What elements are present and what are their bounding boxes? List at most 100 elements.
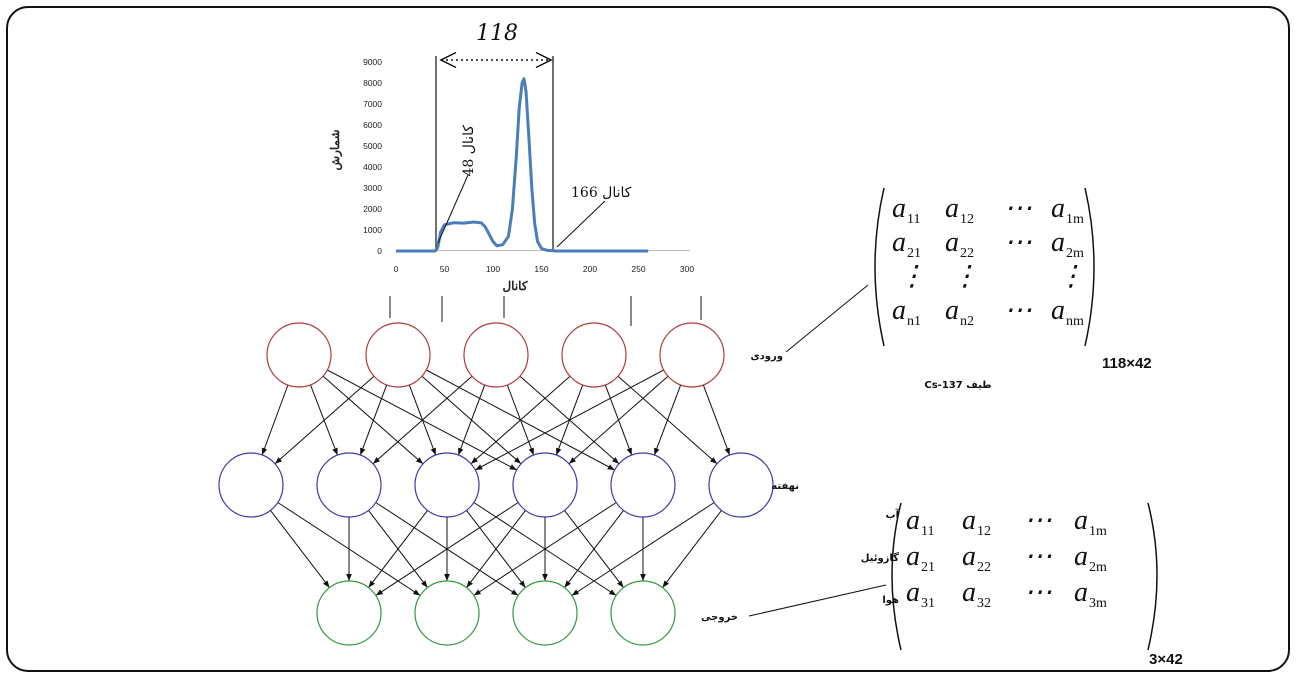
matrix-element: a1m — [1074, 505, 1107, 539]
output-node — [414, 580, 480, 646]
output-row-labels: آب گازوئیل هوا — [861, 508, 900, 606]
output-matrix-dimension: 3×42 — [1149, 651, 1183, 668]
y-tick-label: 2000 — [363, 204, 382, 214]
matrix-element: a12 — [945, 193, 974, 227]
input-layer-label: ورودی — [751, 351, 784, 362]
input-matrix-right-paren — [1084, 187, 1095, 347]
output-node — [512, 580, 578, 646]
y-tick-label: 6000 — [363, 120, 382, 130]
spectrum-chart: 118 010002000300040005000600070008000900… — [328, 21, 694, 293]
connection-arrow — [368, 510, 428, 588]
input-node — [266, 322, 332, 388]
y-axis-label: شمارش — [328, 129, 343, 170]
matrix-element: ⋯ — [1004, 193, 1032, 224]
input-node — [463, 322, 529, 388]
network-connections — [261, 369, 731, 596]
x-tick-label: 150 — [534, 264, 548, 274]
hidden-node — [610, 452, 676, 518]
matrix-element: a11 — [892, 193, 920, 227]
channel-48-pointer — [437, 174, 469, 244]
y-tick-label: 8000 — [363, 78, 382, 88]
hidden-node — [316, 452, 382, 518]
connection-arrow — [359, 384, 388, 456]
matrix-element: ⋯ — [1004, 227, 1032, 258]
connection-arrow — [564, 510, 624, 588]
output-row-label: آب — [886, 508, 900, 521]
output-matrix-cells: a11 a12 ⋯ a1m a21 a22 ⋯ a2m a31 a32 ⋯ a3m — [906, 505, 1107, 611]
y-tick-label: 9000 — [363, 57, 382, 67]
matrix-element: a31 — [906, 577, 935, 611]
output-row-label: هوا — [882, 595, 899, 606]
connection-arrow — [473, 502, 617, 596]
connection-arrow — [457, 384, 486, 456]
spectrum-series — [396, 77, 649, 253]
connection-arrow — [475, 369, 664, 471]
input-matrix-pointer — [785, 284, 869, 353]
y-tick-label: 5000 — [363, 141, 382, 151]
matrix-element: a32 — [962, 577, 991, 611]
hidden-node — [414, 452, 480, 518]
hidden-node — [218, 452, 284, 518]
diagram-frame — [6, 6, 1290, 672]
matrix-element: a1m — [1051, 193, 1084, 227]
y-tick-label: 7000 — [363, 99, 382, 109]
connection-arrow — [662, 510, 722, 588]
matrix-element: a12 — [962, 505, 991, 539]
matrix-element: ⋯ — [1024, 577, 1052, 608]
matrix-element: a21 — [892, 227, 921, 261]
input-node — [561, 322, 627, 388]
matrix-element: ⋮ — [898, 261, 926, 292]
input-matrix-caption: طیف Cs-137 — [924, 380, 991, 391]
input-matrix-left-paren — [874, 187, 885, 347]
x-tick-label: 200 — [583, 264, 597, 274]
output-matrix-left-paren — [891, 502, 902, 651]
connection-arrow — [261, 384, 289, 456]
y-tick-labels: 0 1000 2000 3000 4000 5000 6000 7000 8000 9000 — [363, 57, 382, 256]
connection-arrow — [270, 510, 330, 588]
connection-arrow — [466, 510, 526, 588]
y-tick-label: 1000 — [363, 225, 382, 235]
x-tick-label: 0 — [394, 264, 399, 274]
hidden-node — [512, 452, 578, 518]
spectrum-line — [396, 77, 649, 253]
output-row-label: گازوئیل — [861, 551, 899, 564]
x-tick-label: 100 — [486, 264, 500, 274]
y-tick-label: 3000 — [363, 183, 382, 193]
channel-166-label: کانال 166 — [571, 185, 632, 201]
connection-arrow — [571, 502, 715, 596]
output-matrix-pointer — [748, 584, 887, 617]
matrix-element: a11 — [906, 505, 934, 539]
connection-arrow — [470, 375, 571, 465]
output-matrix-right-paren — [1147, 502, 1158, 651]
x-tick-label: 50 — [440, 264, 450, 274]
y-tick-label: 0 — [377, 246, 382, 256]
spectrum-width-label: 118 — [476, 21, 518, 46]
hidden-node — [708, 452, 774, 518]
matrix-element: a2m — [1051, 227, 1084, 261]
connection-arrow — [702, 384, 731, 456]
y-tick-label: 4000 — [363, 162, 382, 172]
input-matrix-dimension: 118×42 — [1102, 355, 1152, 372]
input-feed-lines — [389, 296, 702, 326]
connection-arrow — [653, 384, 682, 456]
matrix-element: ⋯ — [1024, 541, 1052, 572]
matrix-element: ⋯ — [1004, 295, 1032, 326]
matrix-element: a22 — [945, 227, 974, 261]
connection-arrow — [372, 375, 473, 465]
output-matrix: آب گازوئیل هوا a11 a12 ⋯ a1m a21 a22 ⋯ a2m a31 a32 ⋯… — [861, 502, 1183, 668]
output-node — [316, 580, 382, 646]
matrix-element: an2 — [945, 295, 974, 329]
matrix-element: a22 — [962, 541, 991, 575]
connection-arrow — [568, 375, 669, 465]
matrix-element: ⋮ — [1057, 261, 1085, 292]
connection-arrow — [274, 375, 375, 465]
x-axis-label: کانال — [502, 279, 527, 293]
output-layer-label: خروجی — [701, 612, 738, 623]
matrix-element: ⋯ — [1024, 505, 1052, 536]
matrix-element: a2m — [1074, 541, 1107, 575]
connection-arrow — [375, 502, 519, 596]
x-tick-label: 300 — [680, 264, 694, 274]
